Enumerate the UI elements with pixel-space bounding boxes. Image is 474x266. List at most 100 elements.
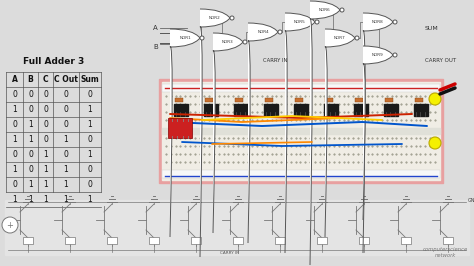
Text: NOR7: NOR7: [334, 36, 346, 40]
Bar: [159, 79, 443, 183]
Text: 0: 0: [28, 90, 33, 99]
Text: 0: 0: [28, 165, 33, 174]
Bar: [5, 200, 469, 255]
Circle shape: [278, 30, 282, 34]
Text: +: +: [7, 221, 13, 230]
Text: NOR3: NOR3: [222, 40, 234, 44]
Text: 1: 1: [88, 195, 92, 204]
Text: A: A: [11, 75, 18, 84]
Circle shape: [429, 93, 441, 105]
Bar: [324, 104, 338, 116]
Text: CARRY IN: CARRY IN: [220, 251, 239, 255]
Bar: [354, 104, 368, 116]
Bar: [107, 237, 117, 244]
Text: 1: 1: [28, 180, 33, 189]
Circle shape: [315, 20, 319, 24]
PathPatch shape: [363, 46, 393, 64]
Text: 1: 1: [12, 165, 17, 174]
Text: 0: 0: [88, 165, 92, 174]
Bar: [191, 237, 201, 244]
PathPatch shape: [248, 23, 278, 41]
PathPatch shape: [200, 9, 230, 27]
Text: C Out: C Out: [54, 75, 78, 84]
Circle shape: [429, 137, 441, 149]
Bar: [443, 237, 453, 244]
Text: GND: GND: [468, 197, 474, 202]
Text: 0: 0: [12, 180, 17, 189]
Bar: [149, 237, 159, 244]
Bar: [294, 104, 308, 116]
Text: B: B: [27, 75, 33, 84]
Bar: [162, 82, 440, 180]
Bar: [162, 84, 440, 92]
Circle shape: [243, 40, 247, 44]
Text: 1: 1: [12, 195, 17, 204]
Text: A: A: [153, 25, 158, 31]
Text: 0: 0: [43, 120, 48, 129]
PathPatch shape: [285, 13, 315, 31]
Text: computerscience
network: computerscience network: [422, 247, 468, 258]
Text: Sum: Sum: [81, 75, 100, 84]
Text: 0: 0: [88, 90, 92, 99]
Text: NOR9: NOR9: [372, 53, 384, 57]
Text: 1: 1: [43, 195, 48, 204]
Bar: [204, 104, 218, 116]
Text: 0: 0: [43, 90, 48, 99]
Text: NOR1: NOR1: [179, 36, 191, 40]
Text: 1: 1: [64, 195, 68, 204]
Bar: [317, 237, 327, 244]
Bar: [205, 98, 213, 102]
Bar: [233, 237, 243, 244]
Text: 1: 1: [28, 120, 33, 129]
Bar: [168, 118, 192, 138]
Text: 1: 1: [12, 105, 17, 114]
Bar: [325, 98, 333, 102]
Text: 1: 1: [64, 135, 68, 144]
Bar: [265, 98, 273, 102]
Text: 1: 1: [43, 180, 48, 189]
Text: 1: 1: [43, 150, 48, 159]
PathPatch shape: [310, 1, 340, 19]
Bar: [359, 237, 369, 244]
Text: 0: 0: [43, 105, 48, 114]
Bar: [162, 128, 440, 134]
Text: 0: 0: [88, 135, 92, 144]
Text: Full Adder 3: Full Adder 3: [23, 57, 84, 66]
PathPatch shape: [170, 29, 200, 47]
PathPatch shape: [325, 29, 355, 47]
Bar: [162, 170, 440, 178]
Text: C: C: [43, 75, 48, 84]
Text: 0: 0: [64, 90, 68, 99]
Circle shape: [355, 36, 359, 40]
Circle shape: [340, 8, 344, 12]
Text: 1: 1: [43, 165, 48, 174]
Bar: [355, 98, 363, 102]
Text: 1: 1: [28, 135, 33, 144]
Text: 0: 0: [12, 90, 17, 99]
Bar: [414, 104, 428, 116]
PathPatch shape: [213, 33, 243, 51]
Bar: [385, 98, 393, 102]
Text: 1: 1: [88, 105, 92, 114]
Text: 0: 0: [64, 150, 68, 159]
Text: 0: 0: [43, 135, 48, 144]
Text: NOR6: NOR6: [319, 8, 331, 12]
Circle shape: [393, 53, 397, 57]
Text: B: B: [153, 44, 158, 50]
Text: 0: 0: [12, 120, 17, 129]
Bar: [295, 98, 303, 102]
Bar: [65, 237, 75, 244]
Text: 1: 1: [88, 120, 92, 129]
Circle shape: [200, 36, 204, 40]
Bar: [234, 104, 248, 116]
Text: 1: 1: [64, 165, 68, 174]
Bar: [235, 98, 243, 102]
Text: NOR2: NOR2: [209, 16, 221, 20]
Circle shape: [2, 217, 18, 233]
Bar: [415, 98, 423, 102]
Circle shape: [230, 16, 234, 20]
Bar: [275, 237, 285, 244]
Bar: [175, 98, 183, 102]
Text: 0: 0: [64, 120, 68, 129]
PathPatch shape: [363, 13, 393, 31]
